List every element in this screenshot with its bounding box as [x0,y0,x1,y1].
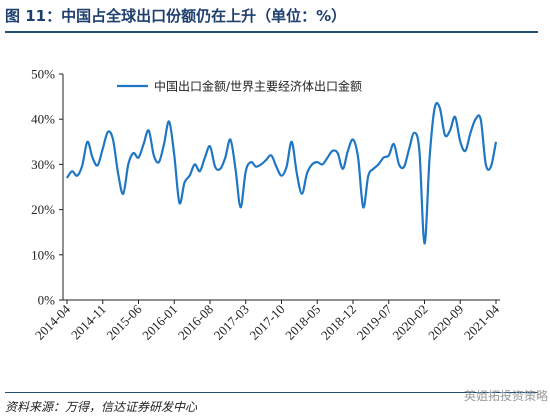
y-tick-label: 40% [31,112,55,127]
x-tick-label: 2018-12 [318,302,359,343]
y-tick-label: 0% [38,293,56,308]
x-tick-label: 2017-03 [211,302,252,343]
x-tick-label: 2015-06 [103,301,145,343]
x-tick-label: 2021-04 [461,301,503,343]
legend: 中国出口金额/世界主要经济体出口金额 [117,79,362,94]
series-line [66,101,498,245]
x-tick-label: 2016-01 [139,302,180,343]
footer-divider [5,392,538,393]
source-note: 资料来源：万得，信达证券研发中心 [5,400,198,414]
x-tick-label: 2019-07 [354,301,396,343]
y-axis-ticks: 0% 10% 20% 30% 40% 50% [31,67,63,308]
line-chart: 0% 10% 20% 30% 40% 50% 2014-042014-112015-062… [31,67,503,343]
figure-title: 图 11：中国占全球出口份额仍在上升（单位：%） [5,7,347,25]
x-tick-label: 2016-08 [175,302,216,343]
y-tick-label: 20% [31,202,55,217]
y-tick-label: 10% [31,247,55,262]
y-tick-label: 30% [31,157,55,172]
title-divider [5,31,538,33]
y-tick-label: 50% [31,67,55,82]
x-tick-label: 2020-09 [425,302,466,343]
x-tick-label: 2018-05 [282,302,323,343]
x-tick-label: 2020-02 [389,302,430,343]
x-tick-label: 2014-11 [68,302,109,343]
watermark: 英姐拓投资策略 [463,389,548,403]
x-tick-label: 2017-10 [246,302,287,343]
x-axis-ticks: 2014-042014-112015-062016-012016-082017-… [32,300,503,343]
legend-label: 中国出口金额/世界主要经济体出口金额 [154,79,362,94]
plot-area [66,101,498,245]
